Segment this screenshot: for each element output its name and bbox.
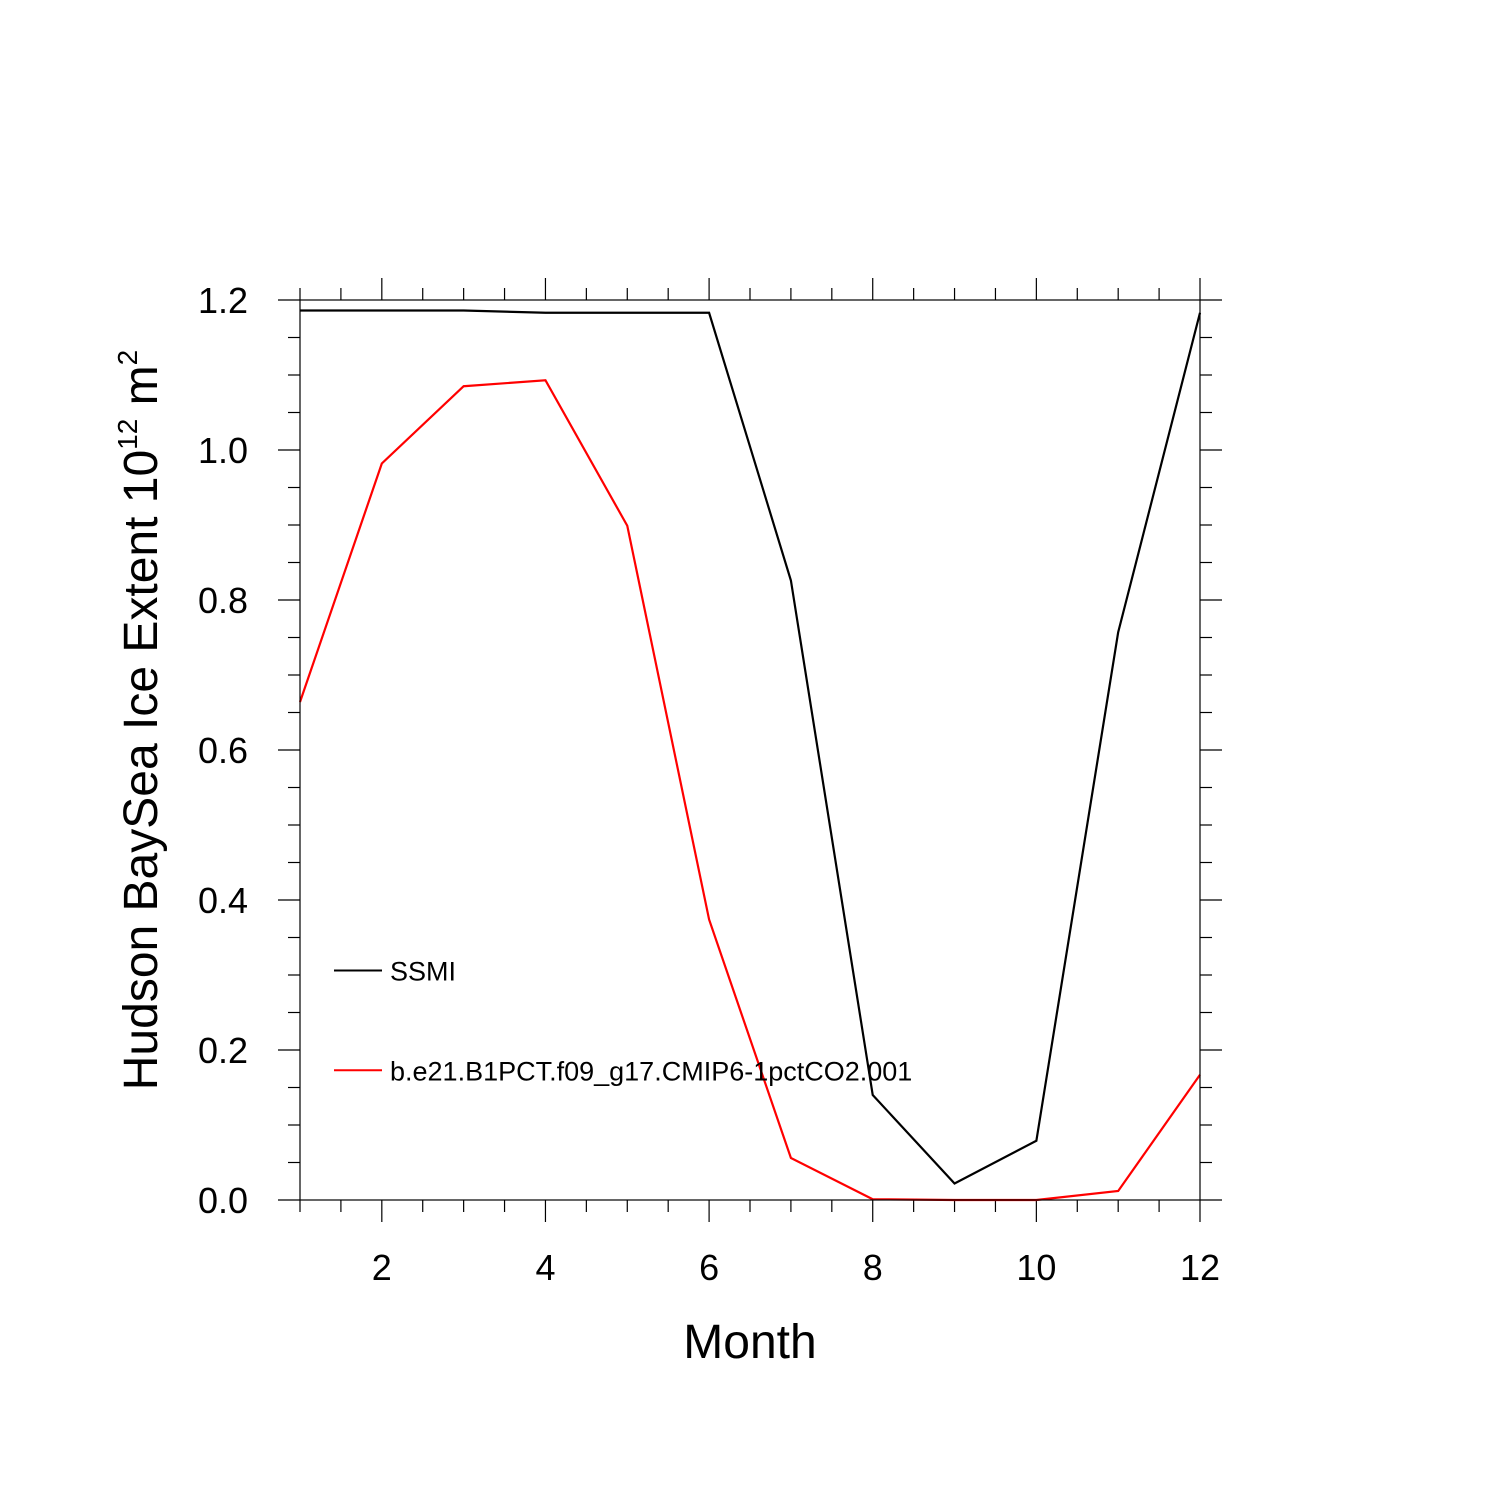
legend-label-ssmi: SSMI xyxy=(390,957,456,987)
data-point-series-0 xyxy=(789,579,793,583)
data-point-series-1 xyxy=(707,918,711,922)
data-point-series-1 xyxy=(543,378,547,382)
x-tick-label: 10 xyxy=(1016,1247,1056,1288)
data-point-series-0 xyxy=(380,309,384,313)
data-point-series-0 xyxy=(953,1182,957,1186)
data-point-series-0 xyxy=(1116,630,1120,634)
tick-marks xyxy=(278,278,1222,1222)
y-axis-label: Hudson BaySea Ice Extent 1012 m2 xyxy=(112,350,168,1090)
data-point-series-1 xyxy=(462,384,466,388)
series-line-0 xyxy=(300,309,1202,1185)
x-tick-label: 4 xyxy=(535,1247,555,1288)
y-axis-label-prefix: Hudson BaySea Ice Extent 10 xyxy=(115,450,168,1090)
y-tick-label: 0.4 xyxy=(198,880,248,921)
plot-frame xyxy=(299,299,1201,1201)
y-tick-label: 1.0 xyxy=(198,430,248,471)
y-tick-label: 0.6 xyxy=(198,730,248,771)
data-point-series-1 xyxy=(1116,1189,1120,1193)
data-point-series-0 xyxy=(1034,1139,1038,1143)
tick-labels: 2 4 6 8 10 12 0.0 0.2 0.4 0.6 0.8 1.0 1.2 xyxy=(198,280,1220,1288)
y-axis-label-unit: m xyxy=(115,365,168,418)
data-point-series-0 xyxy=(462,309,466,313)
data-point-series-0 xyxy=(625,311,629,315)
y-tick-label: 0.8 xyxy=(198,580,248,621)
y-tick-label: 0.0 xyxy=(198,1180,248,1221)
y-axis-label-unit-exponent: 2 xyxy=(112,350,143,366)
data-point-series-1 xyxy=(380,462,384,466)
y-tick-label: 0.2 xyxy=(198,1030,248,1071)
data-point-series-1 xyxy=(789,1156,793,1160)
data-point-series-1 xyxy=(625,524,629,528)
data-point-series-0 xyxy=(871,1093,875,1097)
data-point-series-0 xyxy=(543,311,547,315)
series-line-1 xyxy=(298,379,1201,1202)
legend: SSMI b.e21.B1PCT.f09_g17.CMIP6-1pctCO2.0… xyxy=(334,957,912,1086)
y-axis-label-exponent: 12 xyxy=(112,419,143,450)
x-axis-label: Month xyxy=(683,1316,816,1369)
data-point-series-1 xyxy=(871,1197,875,1201)
legend-label-model: b.e21.B1PCT.f09_g17.CMIP6-1pctCO2.001 xyxy=(390,1056,912,1086)
data-point-series-0 xyxy=(707,311,711,315)
x-tick-label: 12 xyxy=(1180,1247,1220,1288)
series-lines xyxy=(298,309,1202,1202)
x-tick-label: 8 xyxy=(863,1247,883,1288)
x-tick-label: 2 xyxy=(372,1247,392,1288)
y-tick-label: 1.2 xyxy=(198,280,248,321)
x-tick-label: 6 xyxy=(699,1247,719,1288)
